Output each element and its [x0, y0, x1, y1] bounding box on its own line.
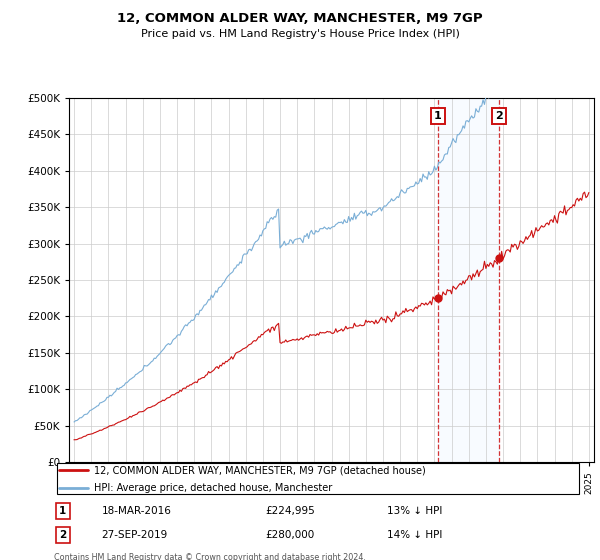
Text: 1: 1: [59, 506, 67, 516]
Text: 2: 2: [495, 111, 503, 121]
FancyBboxPatch shape: [56, 463, 580, 494]
Text: 14% ↓ HPI: 14% ↓ HPI: [386, 530, 442, 540]
Text: Price paid vs. HM Land Registry's House Price Index (HPI): Price paid vs. HM Land Registry's House …: [140, 29, 460, 39]
Bar: [438, 98, 499, 462]
Text: 1: 1: [434, 111, 442, 121]
Text: HPI: Average price, detached house, Manchester: HPI: Average price, detached house, Manc…: [94, 483, 332, 493]
Text: £280,000: £280,000: [265, 530, 314, 540]
Text: Contains HM Land Registry data © Crown copyright and database right 2024.
This d: Contains HM Land Registry data © Crown c…: [54, 553, 366, 560]
Text: 12, COMMON ALDER WAY, MANCHESTER, M9 7GP: 12, COMMON ALDER WAY, MANCHESTER, M9 7GP: [117, 12, 483, 25]
Text: 2: 2: [59, 530, 67, 540]
Text: 13% ↓ HPI: 13% ↓ HPI: [386, 506, 442, 516]
Text: £224,995: £224,995: [265, 506, 315, 516]
Text: 18-MAR-2016: 18-MAR-2016: [101, 506, 172, 516]
Text: 12, COMMON ALDER WAY, MANCHESTER, M9 7GP (detached house): 12, COMMON ALDER WAY, MANCHESTER, M9 7GP…: [94, 465, 425, 475]
Text: 27-SEP-2019: 27-SEP-2019: [101, 530, 168, 540]
